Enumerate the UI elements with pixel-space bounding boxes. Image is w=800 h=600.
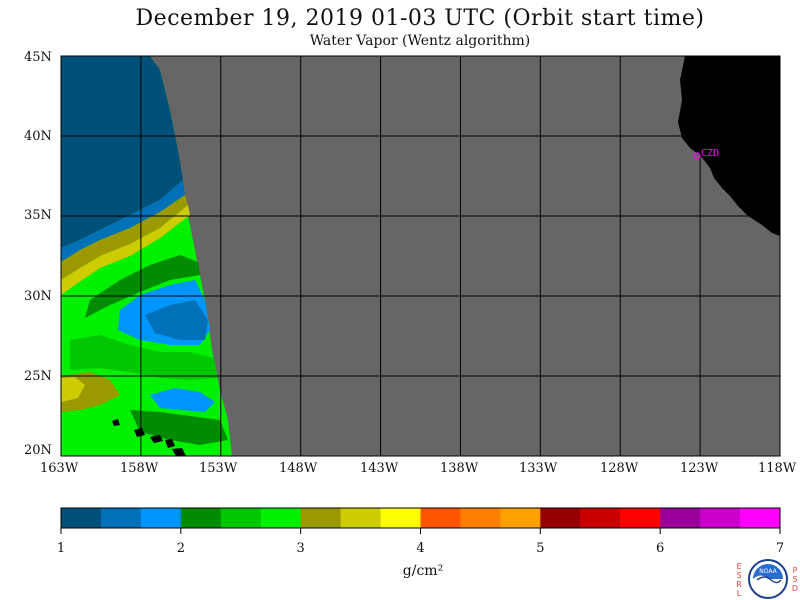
- colorbar-swatch: [700, 508, 741, 528]
- station-marker: CZD: [693, 148, 719, 160]
- lon-label-133w: 133W: [519, 461, 558, 476]
- swath-mid-blue-band: [61, 180, 185, 262]
- swath-blue-south: [150, 388, 215, 412]
- noaa-seal-text: NOAA: [759, 568, 777, 575]
- colorbar: 1 2 3 4 5 6 7: [57, 507, 784, 556]
- hawaii-island-2: [134, 428, 145, 437]
- noaa-seal-icon: NOAA: [748, 559, 788, 599]
- swath-dark-blue: [61, 56, 183, 248]
- lon-label-148w: 148W: [279, 461, 318, 476]
- logo-letter: S: [792, 575, 798, 584]
- map-subtitle: Water Vapor (Wentz algorithm): [309, 33, 531, 49]
- colorbar-tick-label: 6: [656, 541, 664, 556]
- logo-letter: L: [736, 589, 742, 598]
- colorbar-tick-label: 3: [297, 541, 305, 556]
- logo-left-letters: E S R L: [735, 562, 743, 598]
- logo-letter: D: [791, 584, 799, 593]
- lat-label-35n: 35N: [24, 208, 52, 223]
- swath-deep-blue-core: [145, 300, 208, 340]
- lon-label-143w: 143W: [360, 461, 399, 476]
- hawaii-island-1: [112, 419, 120, 426]
- lon-label-153w: 153W: [199, 461, 238, 476]
- colorbar-tick-label: 1: [57, 541, 65, 556]
- lat-label-25n: 25N: [24, 369, 52, 384]
- map-title: December 19, 2019 01-03 UTC (Orbit start…: [135, 6, 705, 31]
- logo-letter: P: [792, 566, 798, 575]
- swath-green-mid: [70, 335, 218, 380]
- map-frame: [60, 55, 781, 457]
- colorbar-swatch: [420, 508, 461, 528]
- lon-label-138w: 138W: [440, 461, 479, 476]
- land-north-america: [678, 56, 780, 236]
- colorbar-swatch: [620, 508, 661, 528]
- colorbar-tick-label: 4: [416, 541, 424, 556]
- colorbar-swatch: [300, 508, 342, 528]
- colorbar-swatch: [61, 508, 102, 528]
- logo-letter: E: [736, 562, 742, 571]
- colorbar-swatch: [220, 508, 262, 528]
- colorbar-swatch: [500, 508, 541, 528]
- colorbar-tick-label: 2: [177, 541, 185, 556]
- lat-label-20n: 20N: [24, 443, 52, 458]
- hawaii-island-4: [165, 439, 175, 448]
- station-dot-icon: [693, 152, 701, 160]
- colorbar-swatch: [180, 508, 222, 528]
- colorbar-swatch: [740, 508, 781, 528]
- map-grid: [61, 56, 780, 456]
- hawaii-island-5: [172, 448, 186, 456]
- colorbar-swatch: [380, 508, 421, 528]
- esrl-psd-logo: E S R L NOAA P S D: [735, 558, 799, 600]
- colorbar-swatch: [340, 508, 382, 528]
- colorbar-swatch: [100, 508, 142, 528]
- colorbar-swatch: [660, 508, 701, 528]
- lat-label-45n: 45N: [24, 50, 52, 65]
- colorbar-swatch: [260, 508, 302, 528]
- hawaii-island-3: [150, 435, 163, 443]
- colorbar-swatch: [580, 508, 621, 528]
- lat-label-40n: 40N: [24, 129, 52, 144]
- swath-dark-green-band: [85, 255, 200, 318]
- colorbar-tick-label: 7: [776, 541, 784, 556]
- swath-yellow-band: [61, 205, 190, 295]
- lon-label-123w: 123W: [680, 461, 719, 476]
- lat-label-30n: 30N: [24, 289, 52, 304]
- water-vapor-swath: [61, 56, 232, 456]
- logo-letter: R: [736, 580, 742, 589]
- swath-yellow-south: [61, 377, 85, 402]
- colorbar-swatch: [540, 508, 581, 528]
- lon-label-118w: 118W: [758, 461, 797, 476]
- swath-dark-green-south: [130, 410, 228, 445]
- lon-label-128w: 128W: [600, 461, 639, 476]
- colorbar-swatch: [140, 508, 182, 528]
- colorbar-unit-label: g/cm²: [402, 563, 444, 579]
- colorbar-tick-label: 5: [536, 541, 544, 556]
- logo-right-letters: P S D: [791, 566, 799, 593]
- lon-label-158w: 158W: [120, 461, 159, 476]
- lon-label-163w: 163W: [40, 461, 79, 476]
- colorbar-swatch: [460, 508, 501, 528]
- logo-letter: S: [736, 571, 742, 580]
- station-label: CZD: [701, 148, 719, 159]
